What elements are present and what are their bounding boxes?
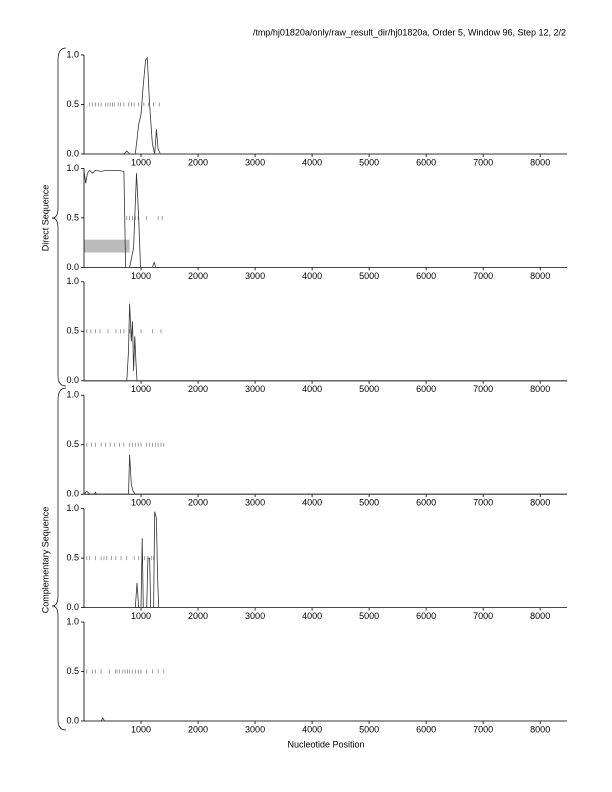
x-tick-label: 7000 <box>473 498 493 508</box>
x-tick-label: 7000 <box>473 611 493 621</box>
y-tick-label: 1.0 <box>66 616 79 626</box>
y-tick-label: 1.0 <box>66 163 79 173</box>
x-tick-label: 5000 <box>359 271 379 281</box>
x-tick-label: 2000 <box>188 384 208 394</box>
y-tick-label: 0.0 <box>66 262 79 272</box>
x-tick-label: 4000 <box>302 498 322 508</box>
x-tick-label: 3000 <box>245 384 265 394</box>
x-tick-label: 3000 <box>245 498 265 508</box>
x-tick-label: 2000 <box>188 611 208 621</box>
x-tick-label: 2000 <box>188 724 208 734</box>
y-tick-label: 1.0 <box>66 390 79 400</box>
x-tick-label: 2000 <box>188 271 208 281</box>
x-tick-label: 6000 <box>416 271 436 281</box>
x-tick-label: 1000 <box>131 724 151 734</box>
region <box>84 239 130 253</box>
chart-title: /tmp/hj01820a/only/raw_result_dir/hj0182… <box>253 27 566 37</box>
x-tick-label: 4000 <box>302 157 322 167</box>
y-tick-label: 0.0 <box>66 602 79 612</box>
data-line <box>84 511 567 608</box>
x-tick-label: 7000 <box>473 384 493 394</box>
x-tick-label: 6000 <box>416 157 436 167</box>
group-label: Direct Sequence <box>40 185 50 252</box>
x-tick-label: 5000 <box>359 498 379 508</box>
x-tick-label: 8000 <box>530 498 550 508</box>
group-brace <box>51 387 67 731</box>
x-tick-label: 4000 <box>302 271 322 281</box>
x-tick-label: 5000 <box>359 611 379 621</box>
data-line <box>84 56 567 155</box>
x-tick-label: 1000 <box>131 611 151 621</box>
x-tick-label: 4000 <box>302 384 322 394</box>
x-tick-label: 4000 <box>302 611 322 621</box>
data-line <box>84 303 567 382</box>
x-tick-label: 3000 <box>245 157 265 167</box>
y-tick-label: 1.0 <box>66 503 79 513</box>
x-tick-label: 5000 <box>359 384 379 394</box>
x-tick-label: 1000 <box>131 157 151 167</box>
x-tick-label: 8000 <box>530 611 550 621</box>
x-tick-label: 7000 <box>473 157 493 167</box>
x-tick-label: 8000 <box>530 157 550 167</box>
x-tick-label: 3000 <box>245 271 265 281</box>
x-tick-label: 7000 <box>473 724 493 734</box>
data-line <box>83 454 567 495</box>
y-tick-label: 1.0 <box>66 49 79 59</box>
x-tick-label: 6000 <box>416 384 436 394</box>
y-tick-label: 0.5 <box>66 99 79 109</box>
x-tick-label: 4000 <box>302 724 322 734</box>
y-tick-label: 0.0 <box>66 148 79 158</box>
x-tick-label: 7000 <box>473 271 493 281</box>
x-tick-label: 1000 <box>131 384 151 394</box>
x-tick-label: 1000 <box>131 498 151 508</box>
x-tick-label: 6000 <box>416 498 436 508</box>
y-tick-label: 0.5 <box>66 326 79 336</box>
x-tick-label: 5000 <box>359 157 379 167</box>
y-tick-label: 0.5 <box>66 439 79 449</box>
y-tick-label: 0.5 <box>66 552 79 562</box>
y-tick-label: 0.5 <box>66 666 79 676</box>
y-tick-label: 0.0 <box>66 715 79 725</box>
y-tick-label: 0.5 <box>66 212 79 222</box>
group-label: Complementary Sequence <box>40 507 50 614</box>
y-tick-label: 0.0 <box>66 489 79 499</box>
y-tick-label: 0.0 <box>66 375 79 385</box>
x-tick-label: 6000 <box>416 611 436 621</box>
x-axis-label: Nucleotide Position <box>287 739 364 749</box>
x-tick-label: 3000 <box>245 724 265 734</box>
x-tick-label: 2000 <box>188 157 208 167</box>
y-tick-label: 1.0 <box>66 276 79 286</box>
x-tick-label: 8000 <box>530 724 550 734</box>
x-tick-label: 5000 <box>359 724 379 734</box>
group-brace <box>51 47 67 387</box>
data-line <box>84 717 567 722</box>
x-tick-label: 1000 <box>131 271 151 281</box>
x-tick-label: 8000 <box>530 384 550 394</box>
x-tick-label: 2000 <box>188 498 208 508</box>
data-line <box>83 169 567 268</box>
x-tick-label: 6000 <box>416 724 436 734</box>
x-tick-label: 3000 <box>245 611 265 621</box>
x-tick-label: 8000 <box>530 271 550 281</box>
